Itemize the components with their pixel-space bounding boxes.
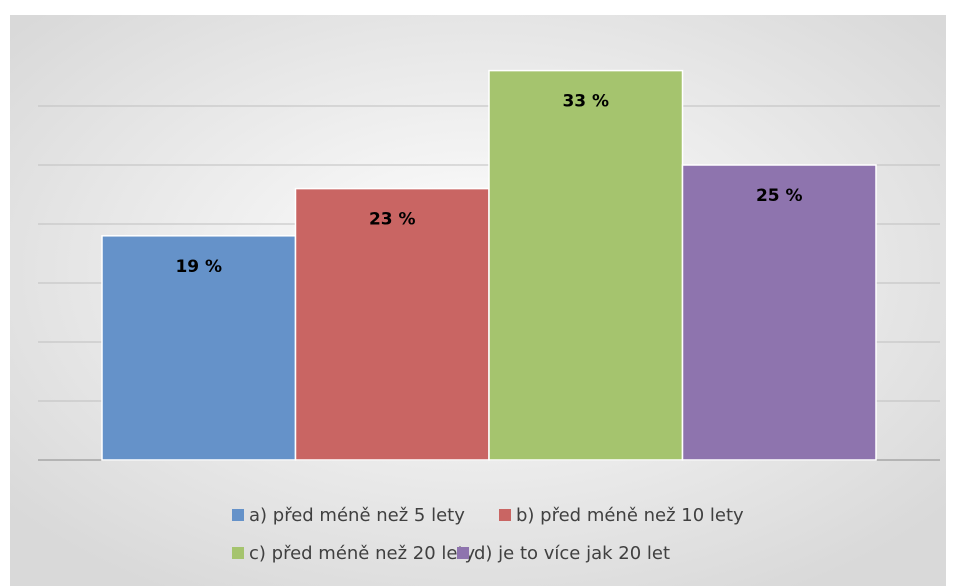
data-label: 19 % xyxy=(175,257,222,277)
legend-swatch xyxy=(499,509,511,521)
legend-label: b) před méně než 10 lety xyxy=(516,505,744,526)
bar xyxy=(488,69,684,461)
data-label: 33 % xyxy=(562,92,609,112)
legend-swatch xyxy=(457,547,469,559)
bar xyxy=(294,187,490,461)
data-label: 25 % xyxy=(756,186,803,206)
bar xyxy=(681,164,877,461)
bar xyxy=(101,235,297,461)
legend-swatch xyxy=(232,509,244,521)
legend-label: c) před méně než 20 lety xyxy=(249,543,476,564)
legend-swatch xyxy=(232,547,244,559)
data-label: 23 % xyxy=(369,210,416,230)
legend-label: d) je to více jak 20 let xyxy=(474,543,670,564)
legend-label: a) před méně než 5 lety xyxy=(249,505,465,526)
